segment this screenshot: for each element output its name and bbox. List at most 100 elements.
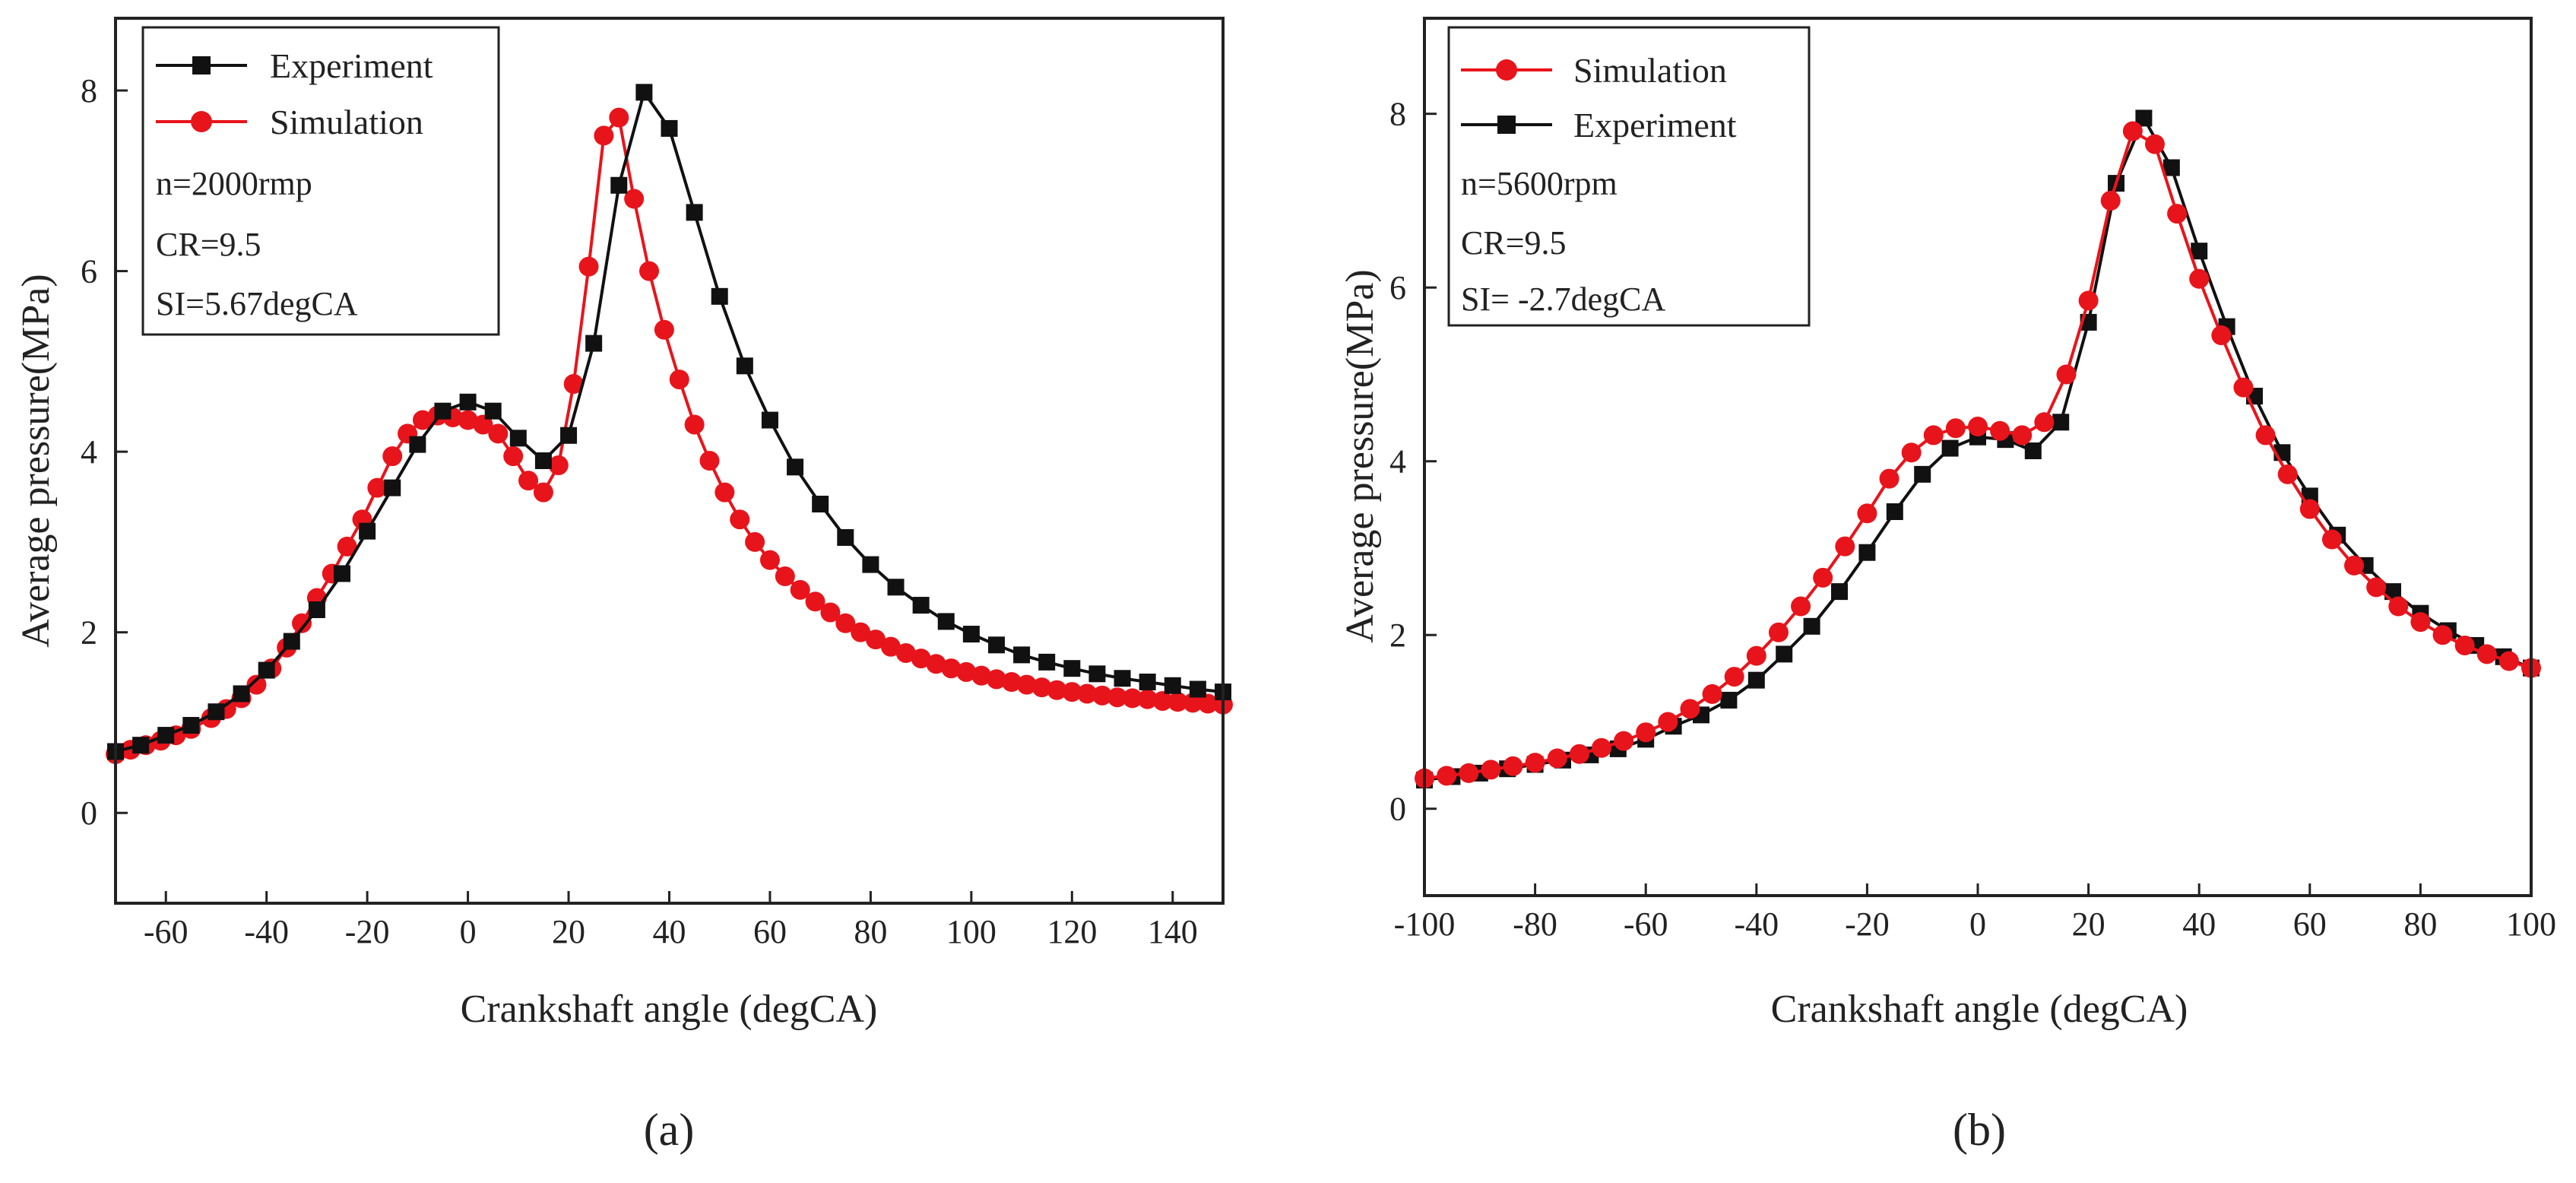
panel-a-simulation-point <box>458 410 478 430</box>
panel-b-experiment-point <box>1747 671 1765 689</box>
panel-b-simulation-point <box>2277 464 2298 484</box>
panel-a-simulation-point <box>1137 689 1158 709</box>
panel-b-xtick-label: -100 <box>1394 905 1456 943</box>
panel-a-experiment-point <box>233 685 250 703</box>
panel-b-simulation-point <box>2167 204 2188 224</box>
panel-b-experiment-point <box>1776 645 1793 663</box>
panel-a-simulation-point <box>866 630 886 650</box>
panel-b-simulation-point <box>1614 731 1634 751</box>
panel-a-xtick-label: 60 <box>753 913 787 950</box>
panel-b-series <box>1415 109 2541 789</box>
panel-a-xtick-label: 20 <box>552 913 585 950</box>
panel-b-ytick-label: 2 <box>1389 617 1406 654</box>
panel-b-simulation-point <box>2344 555 2365 576</box>
panel-a-simulation-point <box>790 579 810 600</box>
panel-a-xtick-label: 120 <box>1047 913 1097 950</box>
panel-a-simulation-point <box>503 446 524 467</box>
panel-a-simulation-point <box>1031 677 1052 698</box>
panel-b-simulation-point <box>1813 567 1833 588</box>
panel-a-experiment-point <box>585 335 603 352</box>
panel-b-simulation-point <box>2078 290 2099 311</box>
panel-b-legend: Simulation Experiment n=5600rpm CR=9.5 S… <box>1447 26 1811 327</box>
panel-b-simulation-point <box>1768 622 1789 642</box>
panel-b-experiment-point <box>2135 109 2153 127</box>
panel-b-simulation-point <box>1724 667 1744 687</box>
panel-b-legend-marker-experiment <box>1497 116 1516 134</box>
panel-b-experiment-point <box>1831 583 1848 601</box>
panel-b-simulation-point <box>1702 683 1722 704</box>
panel-a-label: (a) <box>644 1105 695 1155</box>
panel-b-simulation-point <box>1569 744 1589 764</box>
panel-b-simulation-point <box>2388 596 2409 617</box>
panel-b-simulation-point <box>1835 536 1855 557</box>
panel-a-simulation-point <box>1152 690 1173 711</box>
panel-b-ytick-label: 8 <box>1389 96 1406 133</box>
panel-a-simulation-point <box>1183 693 1203 713</box>
panel-a-simulation-point <box>1107 687 1127 708</box>
panel-a-simulation-point <box>730 509 750 530</box>
panel-b-simulation-point <box>1658 712 1678 732</box>
panel-b-simulation-point <box>2056 364 2077 385</box>
panel-b-simulation-point <box>2321 529 2342 550</box>
panel-a-experiment-point <box>736 357 753 375</box>
panel-a-legend-label-experiment: Experiment <box>270 46 433 85</box>
panel-b-simulation-point <box>2366 577 2387 598</box>
panel-b-label: (b) <box>1953 1105 2006 1155</box>
panel-b-xtick-label: 20 <box>2072 905 2105 943</box>
panel-a-simulation-point <box>926 654 946 674</box>
panel-a-annotation-si: SI=5.67degCA <box>156 285 358 322</box>
panel-b-simulation-point <box>1857 503 1877 524</box>
panel-a-experiment-point <box>484 402 502 420</box>
panel-a-experiment-point <box>787 458 804 476</box>
panel-a-ytick-label: 6 <box>81 253 97 290</box>
panel-b-simulation-point <box>1990 420 2010 441</box>
panel-b-simulation-point <box>2454 635 2475 655</box>
panel-a-simulation-point <box>548 455 569 475</box>
panel-a-experiment-point <box>937 613 955 630</box>
panel-b-experiment-point <box>1803 617 1820 635</box>
panel-a-experiment-point <box>912 597 930 614</box>
panel-a-series <box>106 84 1233 765</box>
panel-b-simulation-point <box>1945 418 1966 439</box>
panel-b-simulation-point <box>1901 442 1922 463</box>
panel-b-simulation-point <box>2476 644 2497 664</box>
panel-a-experiment-point <box>334 565 351 582</box>
panel-a-experiment-point <box>1189 680 1206 698</box>
panel-b-simulation-point <box>2432 625 2453 645</box>
panel-a-experiment-point <box>359 522 376 540</box>
panel-b-experiment-point <box>2024 442 2042 460</box>
panel-a-xtick-label: 80 <box>854 913 887 950</box>
panel-b-experiment-point <box>1720 691 1738 709</box>
panel-a-ytick-label: 0 <box>81 794 97 832</box>
panel-a-simulation-point <box>533 482 553 503</box>
panel-a-annotation-speed: n=2000rmp <box>156 165 312 202</box>
panel-a-simulation-point <box>382 446 403 467</box>
panel-a-simulation-point <box>578 256 599 277</box>
panel-b-simulation-point <box>2233 377 2254 398</box>
panel-b-simulation-point <box>1481 760 1501 780</box>
panel-b-simulation-point <box>1547 748 1567 769</box>
panel-a-simulation-point <box>956 661 977 682</box>
panel-b-simulation-point <box>2189 268 2210 289</box>
panel-a-simulation-point <box>609 107 629 128</box>
panel-b-simulation-point <box>1591 737 1611 758</box>
panel-b-simulation-point <box>1791 596 1811 617</box>
panel-b-simulation-point <box>1636 722 1656 743</box>
panel-a-simulation-point <box>820 602 841 623</box>
panel-a-simulation-point <box>1092 685 1113 706</box>
panel-a-experiment-point <box>1164 677 1181 694</box>
chart-panel-b: -100 -80 -60 -40 -20 0 20 40 60 80 100 0 2 4 6 8 Averag… <box>1339 17 2556 1155</box>
panel-a-experiment-point <box>1139 674 1156 690</box>
panel-b-simulation-point <box>2299 499 2320 519</box>
panel-a-simulation-point <box>473 414 493 435</box>
panel-b-simulation-point <box>2122 121 2143 141</box>
panel-a-simulation-point <box>246 674 267 695</box>
panel-b-simulation-point <box>2255 425 2276 446</box>
panel-b-xtick-label: -80 <box>1513 905 1557 943</box>
panel-a-simulation-point <box>835 613 856 633</box>
panel-a-experiment-point <box>409 436 426 453</box>
panel-b-simulation-point <box>1459 763 1479 783</box>
panel-b-simulation-point <box>2012 425 2033 446</box>
panel-b-experiment-point <box>2052 414 2070 431</box>
